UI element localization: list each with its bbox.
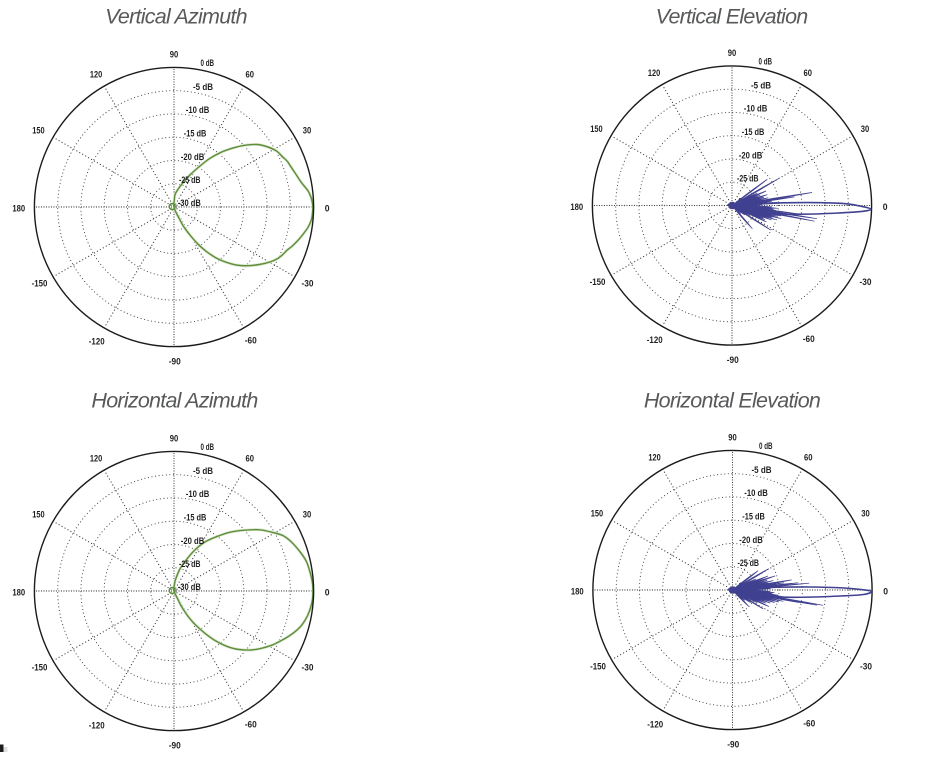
svg-text:90: 90: [170, 433, 179, 444]
svg-text:30: 30: [303, 125, 312, 136]
svg-text:0 dB: 0 dB: [759, 441, 773, 451]
svg-text:150: 150: [590, 124, 602, 135]
svg-text:0: 0: [883, 586, 888, 597]
svg-text:-20 dB: -20 dB: [739, 151, 763, 161]
svg-text:-30: -30: [860, 661, 872, 672]
svg-text:180: 180: [12, 203, 25, 214]
svg-text:-25 dB: -25 dB: [738, 558, 760, 568]
svg-text:Horizontal Elevation: Horizontal Elevation: [644, 389, 820, 413]
svg-text:180: 180: [12, 587, 25, 598]
svg-text:-60: -60: [803, 718, 815, 729]
svg-text:-150: -150: [32, 278, 48, 289]
svg-text:-60: -60: [245, 335, 257, 346]
svg-text:0 dB: 0 dB: [201, 442, 215, 452]
svg-text:-15 dB: -15 dB: [742, 127, 765, 137]
svg-text:-60: -60: [245, 719, 257, 730]
svg-text:-5 dB: -5 dB: [193, 82, 213, 92]
svg-text:0 dB: 0 dB: [201, 58, 215, 68]
svg-text:150: 150: [32, 509, 44, 520]
svg-text:-30: -30: [860, 277, 872, 288]
svg-text:Vertical Azimuth: Vertical Azimuth: [105, 5, 247, 29]
svg-text:90: 90: [728, 48, 737, 59]
svg-text:90: 90: [170, 49, 179, 60]
svg-text:-30: -30: [302, 662, 314, 673]
svg-text:-90: -90: [727, 739, 739, 750]
svg-text:-90: -90: [727, 355, 739, 366]
svg-text:150: 150: [591, 508, 603, 519]
svg-text:-25 dB: -25 dB: [179, 559, 201, 569]
svg-text:Horizontal Azimuth: Horizontal Azimuth: [91, 389, 257, 413]
svg-text:-60: -60: [803, 334, 815, 345]
svg-text:30: 30: [861, 124, 870, 135]
svg-text:180: 180: [571, 586, 584, 597]
svg-text:120: 120: [648, 452, 660, 463]
svg-text:-15 dB: -15 dB: [742, 512, 765, 522]
svg-text:-120: -120: [89, 721, 105, 732]
svg-text:-30 dB: -30 dB: [178, 198, 201, 208]
svg-text:0: 0: [883, 202, 888, 213]
svg-text:-25 dB: -25 dB: [179, 175, 201, 185]
svg-text:-15 dB: -15 dB: [184, 513, 207, 523]
svg-text:-150: -150: [590, 277, 606, 288]
svg-text:-5 dB: -5 dB: [193, 466, 213, 476]
svg-text:150: 150: [32, 125, 44, 136]
svg-text:-30 dB: -30 dB: [178, 582, 201, 592]
svg-text:-10 dB: -10 dB: [186, 105, 210, 115]
svg-text:180: 180: [570, 202, 583, 213]
svg-text:0: 0: [325, 203, 330, 214]
svg-text:-5 dB: -5 dB: [751, 80, 771, 90]
svg-text:-20 dB: -20 dB: [181, 536, 205, 546]
svg-text:120: 120: [90, 453, 102, 464]
svg-text:-90: -90: [169, 356, 181, 367]
svg-text:-20 dB: -20 dB: [739, 535, 763, 545]
svg-text:-5 dB: -5 dB: [752, 465, 772, 475]
svg-text:-120: -120: [647, 720, 663, 731]
svg-text:Vertical Elevation: Vertical Elevation: [656, 5, 808, 29]
svg-text:-10 dB: -10 dB: [744, 488, 768, 498]
svg-text:90: 90: [728, 432, 737, 443]
svg-text:-30: -30: [302, 278, 314, 289]
svg-text:-120: -120: [89, 337, 105, 348]
svg-text:30: 30: [303, 509, 312, 520]
svg-text:-10 dB: -10 dB: [744, 104, 768, 114]
svg-text:-15 dB: -15 dB: [184, 129, 207, 139]
svg-text:60: 60: [246, 453, 255, 464]
svg-text:60: 60: [246, 69, 255, 80]
svg-text:120: 120: [648, 68, 660, 79]
svg-text:-120: -120: [647, 335, 663, 346]
svg-text:0 dB: 0 dB: [759, 57, 773, 67]
svg-text:-20 dB: -20 dB: [181, 152, 205, 162]
svg-text:60: 60: [804, 68, 813, 79]
svg-text:-25 dB: -25 dB: [737, 173, 759, 183]
svg-text:60: 60: [804, 452, 813, 463]
svg-text:-150: -150: [590, 661, 606, 672]
svg-text:-90: -90: [169, 740, 181, 751]
svg-text:120: 120: [90, 69, 102, 80]
svg-text:30: 30: [861, 508, 870, 519]
svg-text:-10 dB: -10 dB: [186, 489, 210, 499]
svg-text:0: 0: [325, 587, 330, 598]
svg-text:-150: -150: [32, 662, 48, 673]
